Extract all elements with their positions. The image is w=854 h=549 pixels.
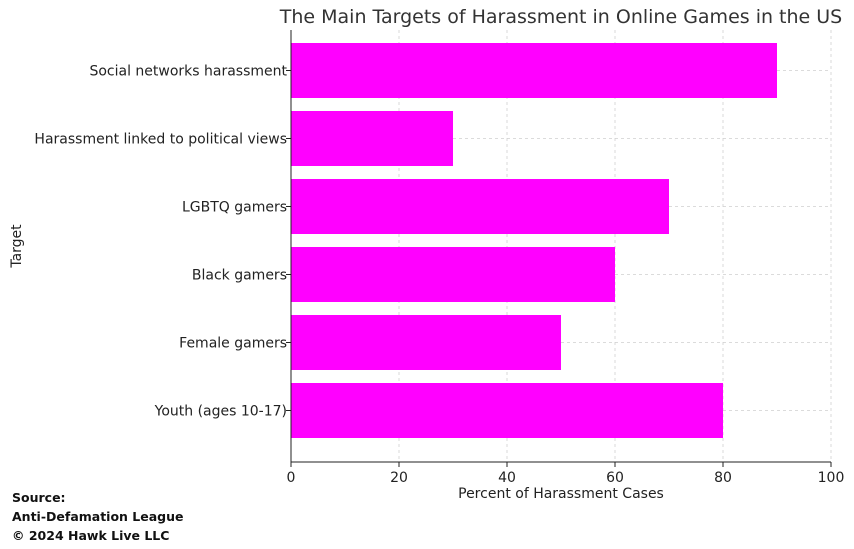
bar (291, 383, 723, 438)
y-tick-label: LGBTQ gamers (182, 200, 287, 216)
axes-layer (290, 30, 831, 463)
x-tick-label: 0 (287, 470, 296, 486)
x-tick-label: 40 (498, 470, 516, 486)
bar (291, 179, 669, 234)
y-tick-label: Female gamers (179, 336, 287, 352)
copyright-text: © 2024 Hawk Live LLC (12, 528, 170, 543)
x-tick-label: 60 (606, 470, 624, 486)
bars-layer (291, 43, 777, 438)
bar (291, 315, 561, 370)
source-note: Source: Anti-Defamation League © 2024 Ha… (12, 488, 184, 545)
x-tick-label: 80 (714, 470, 732, 486)
y-tick-label: Harassment linked to political views (34, 132, 287, 148)
x-axis-label: Percent of Harassment Cases (458, 486, 664, 502)
bar (291, 111, 453, 166)
bar (291, 43, 777, 98)
y-tick-label: Youth (ages 10-17) (154, 404, 287, 420)
y-tick-labels: Social networks harassment Harassment lin… (34, 64, 291, 420)
x-tick-labels: 0 20 40 60 80 100 (287, 462, 845, 486)
y-tick-label: Black gamers (192, 268, 287, 284)
y-tick-label: Social networks harassment (89, 64, 287, 80)
y-axis-label: Target (9, 224, 25, 269)
chart-title: The Main Targets of Harassment in Online… (279, 6, 843, 28)
bar (291, 247, 615, 302)
source-name: Anti-Defamation League (12, 509, 184, 524)
x-tick-label: 20 (390, 470, 408, 486)
x-tick-label: 100 (818, 470, 845, 486)
source-heading: Source: (12, 490, 66, 505)
